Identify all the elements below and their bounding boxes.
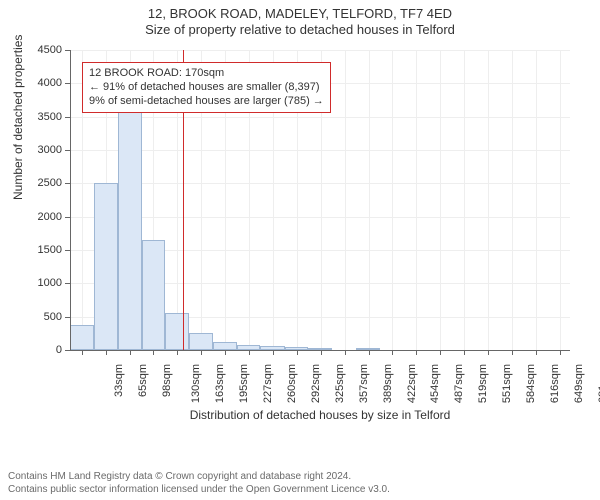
title-block: 12, BROOK ROAD, MADELEY, TELFORD, TF7 4E… xyxy=(0,0,600,37)
x-tick-label: 292sqm xyxy=(310,364,322,403)
x-tick-label: 584sqm xyxy=(525,364,537,403)
x-tick-label: 389sqm xyxy=(382,364,394,403)
x-tick-label: 454sqm xyxy=(430,364,442,403)
chart-area: Number of detached properties Distributi… xyxy=(0,40,600,440)
x-tick-label: 487sqm xyxy=(453,364,465,403)
x-tick-label: 195sqm xyxy=(238,364,250,403)
histogram-bar xyxy=(213,342,237,350)
histogram-bar xyxy=(94,183,118,350)
gridline xyxy=(536,50,537,350)
y-tick-label: 3000 xyxy=(0,144,62,156)
histogram-bar xyxy=(118,103,142,350)
x-tick-label: 227sqm xyxy=(262,364,274,403)
y-tick-label: 2500 xyxy=(0,177,62,189)
x-tick-label: 65sqm xyxy=(137,364,149,397)
histogram-bar xyxy=(142,240,166,350)
footer-line-2: Contains public sector information licen… xyxy=(8,484,592,497)
x-tick-label: 33sqm xyxy=(113,364,125,397)
gridline xyxy=(488,50,489,350)
y-tick-label: 3500 xyxy=(0,111,62,123)
title-line-1: 12, BROOK ROAD, MADELEY, TELFORD, TF7 4E… xyxy=(0,6,600,21)
y-tick-label: 1000 xyxy=(0,277,62,289)
x-tick-label: 649sqm xyxy=(573,364,585,403)
x-tick-label: 98sqm xyxy=(161,364,173,397)
axis-line xyxy=(70,350,570,351)
x-tick-label: 616sqm xyxy=(549,364,561,403)
y-tick-label: 4000 xyxy=(0,77,62,89)
gridline xyxy=(440,50,441,350)
x-tick-label: 422sqm xyxy=(406,364,418,403)
x-tick-label: 130sqm xyxy=(191,364,203,403)
y-tick-label: 0 xyxy=(0,344,62,356)
x-tick-label: 357sqm xyxy=(358,364,370,403)
x-tick-label: 519sqm xyxy=(477,364,489,403)
y-tick-label: 500 xyxy=(0,311,62,323)
histogram-bar xyxy=(189,333,213,350)
gridline xyxy=(392,50,393,350)
gridline xyxy=(369,50,370,350)
y-tick-label: 1500 xyxy=(0,244,62,256)
gridline xyxy=(560,50,561,350)
x-tick-label: 163sqm xyxy=(215,364,227,403)
footer-line-1: Contains HM Land Registry data © Crown c… xyxy=(8,471,592,484)
y-tick-label: 4500 xyxy=(0,44,62,56)
gridline xyxy=(416,50,417,350)
histogram-bar xyxy=(70,325,94,350)
gridline xyxy=(345,50,346,350)
gridline xyxy=(512,50,513,350)
x-tick-label: 260sqm xyxy=(286,364,298,403)
x-tick-label: 325sqm xyxy=(334,364,346,403)
annotation-box: 12 BROOK ROAD: 170sqm← 91% of detached h… xyxy=(82,62,331,113)
histogram-bar xyxy=(165,313,189,350)
annotation-line: ← 91% of detached houses are smaller (8,… xyxy=(89,81,324,95)
title-line-2: Size of property relative to detached ho… xyxy=(0,22,600,37)
footer: Contains HM Land Registry data © Crown c… xyxy=(8,471,592,496)
y-tick-label: 2000 xyxy=(0,211,62,223)
gridline xyxy=(464,50,465,350)
axis-line xyxy=(70,50,71,350)
x-tick-label: 551sqm xyxy=(501,364,513,403)
annotation-line: 9% of semi-detached houses are larger (7… xyxy=(89,95,324,109)
x-axis-title: Distribution of detached houses by size … xyxy=(70,408,570,422)
annotation-line: 12 BROOK ROAD: 170sqm xyxy=(89,67,324,81)
